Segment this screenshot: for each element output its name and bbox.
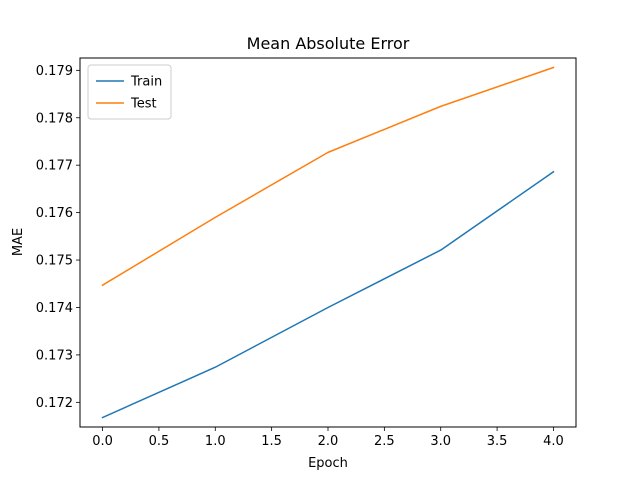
legend-label-train: Train (130, 75, 162, 90)
y-tick-label: 0.174 (36, 301, 73, 316)
x-tick-label: 3.0 (430, 434, 451, 449)
series-line-test (101, 66, 555, 287)
y-axis-label: MAE (11, 228, 26, 256)
y-tick-label: 0.172 (36, 396, 73, 411)
series-line-train (101, 170, 555, 419)
y-tick-label: 0.178 (36, 111, 73, 126)
x-axis: 0.0 0.5 1.0 1.5 2.0 2.5 3.0 3.5 4.0 (92, 427, 564, 449)
legend-label-test: Test (130, 97, 157, 112)
chart-title: Mean Absolute Error (247, 34, 410, 53)
y-axis: 0.172 0.173 0.174 0.175 0.176 0.177 0.178 0.179 (36, 64, 80, 411)
x-tick-label: 4.0 (543, 434, 564, 449)
y-tick-label: 0.176 (36, 206, 73, 221)
y-tick-label: 0.179 (36, 64, 73, 79)
legend-box (87, 64, 172, 120)
x-tick-label: 1.0 (205, 434, 226, 449)
series-layer (101, 66, 555, 419)
x-tick-label: 3.5 (487, 434, 508, 449)
y-tick-label: 0.177 (36, 159, 73, 174)
x-tick-label: 1.5 (261, 434, 282, 449)
legend: Train Test (87, 64, 172, 120)
x-tick-label: 2.0 (318, 434, 339, 449)
x-axis-label: Epoch (308, 456, 348, 471)
y-tick-label: 0.173 (36, 348, 73, 363)
plot-frame (79, 57, 577, 428)
x-tick-label: 0.0 (92, 434, 113, 449)
y-tick-label: 0.175 (36, 254, 73, 269)
x-tick-label: 0.5 (149, 434, 170, 449)
x-tick-label: 2.5 (374, 434, 395, 449)
